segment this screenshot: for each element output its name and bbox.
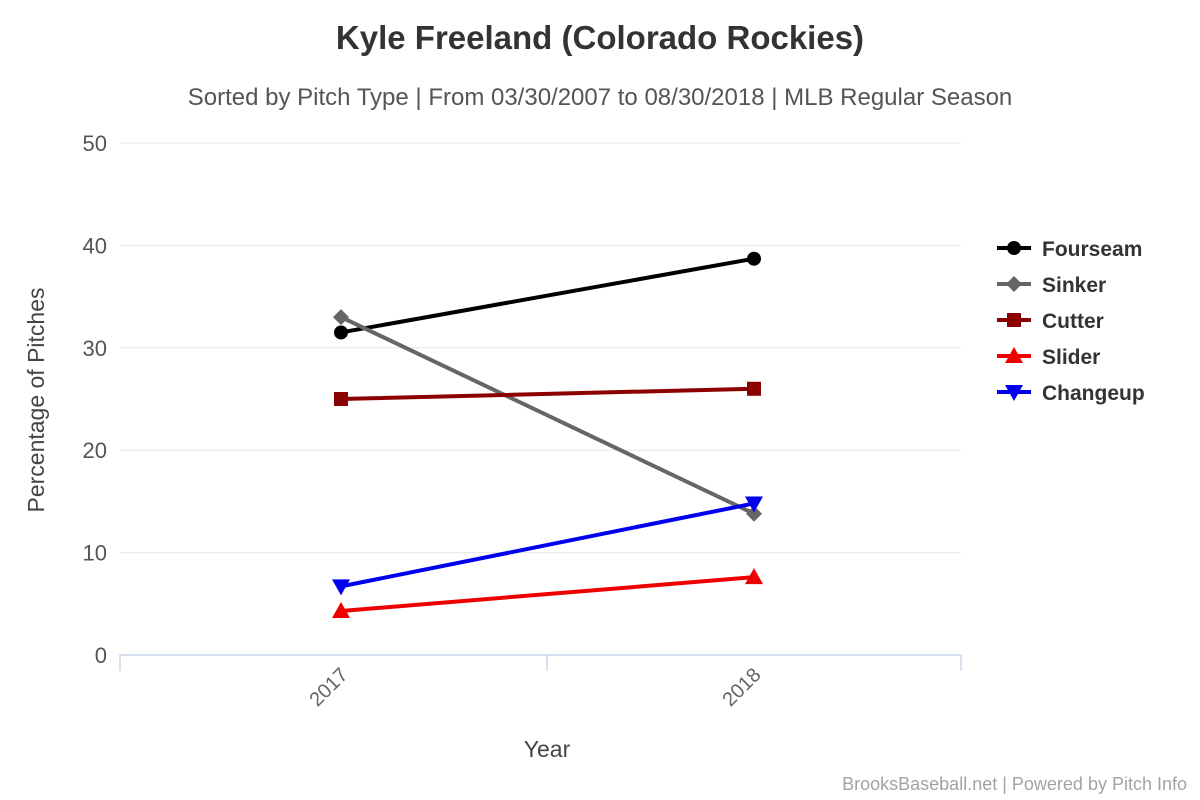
grid-layer (120, 142, 961, 554)
legend: Fourseam Sinker Cutter Slider Changeup (997, 238, 1145, 405)
legend-item-fourseam[interactable]: Fourseam (997, 238, 1142, 261)
data-point-changeup-2018[interactable] (745, 496, 763, 513)
data-point-slider-2017[interactable] (332, 601, 350, 618)
legend-label-fourseam: Fourseam (1042, 238, 1142, 261)
series-line-slider (339, 575, 756, 613)
data-point-cutter-2017[interactable] (334, 392, 348, 406)
legend-item-slider[interactable]: Slider (997, 346, 1100, 369)
legend-item-cutter[interactable]: Cutter (997, 310, 1104, 333)
legend-diamond-icon (1006, 276, 1022, 292)
y-tick-label-50: 50 (83, 131, 107, 156)
data-point-fourseam-2018[interactable] (747, 251, 761, 266)
series-line-cutter (339, 386, 756, 401)
axis-layer: 0 10 20 30 40 50 2017 2018 (83, 131, 962, 711)
footer-credit: BrooksBaseball.net | Powered by Pitch In… (842, 774, 1187, 794)
data-point-changeup-2017[interactable] (332, 579, 350, 596)
x-axis-title: Year (524, 736, 571, 762)
data-point-sinker-2017[interactable] (333, 309, 349, 326)
data-point-fourseam-2017[interactable] (334, 325, 348, 340)
legend-item-changeup[interactable]: Changeup (997, 382, 1145, 405)
series-line-fourseam (339, 256, 756, 335)
legend-item-sinker[interactable]: Sinker (997, 274, 1106, 297)
y-tick-label-30: 30 (83, 336, 107, 361)
legend-square-icon (1007, 313, 1021, 327)
y-tick-label-10: 10 (83, 541, 107, 566)
series-layer (332, 251, 763, 618)
series-line-sinker (339, 315, 756, 516)
y-tick-label-40: 40 (83, 233, 107, 258)
data-point-cutter-2018[interactable] (747, 381, 761, 396)
legend-label-sinker: Sinker (1042, 274, 1106, 297)
data-point-slider-2018[interactable] (745, 568, 763, 585)
chart-subtitle: Sorted by Pitch Type | From 03/30/2007 t… (188, 84, 1013, 111)
x-tick-label-2017: 2017 (306, 664, 353, 711)
series-line-changeup (339, 501, 756, 589)
y-tick-label-20: 20 (83, 438, 107, 463)
legend-label-cutter: Cutter (1042, 310, 1104, 333)
legend-triangle-up-icon (1005, 347, 1023, 363)
legend-circle-icon (1007, 241, 1021, 255)
legend-label-slider: Slider (1042, 346, 1100, 369)
legend-triangle-down-icon (1005, 385, 1023, 401)
y-axis-title: Percentage of Pitches (23, 287, 49, 512)
data-point-sinker-2018[interactable] (746, 505, 762, 522)
chart-title: Kyle Freeland (Colorado Rockies) (336, 19, 864, 56)
legend-label-changeup: Changeup (1042, 382, 1145, 405)
x-tick-label-2018: 2018 (719, 664, 766, 711)
y-tick-label-0: 0 (95, 643, 107, 668)
